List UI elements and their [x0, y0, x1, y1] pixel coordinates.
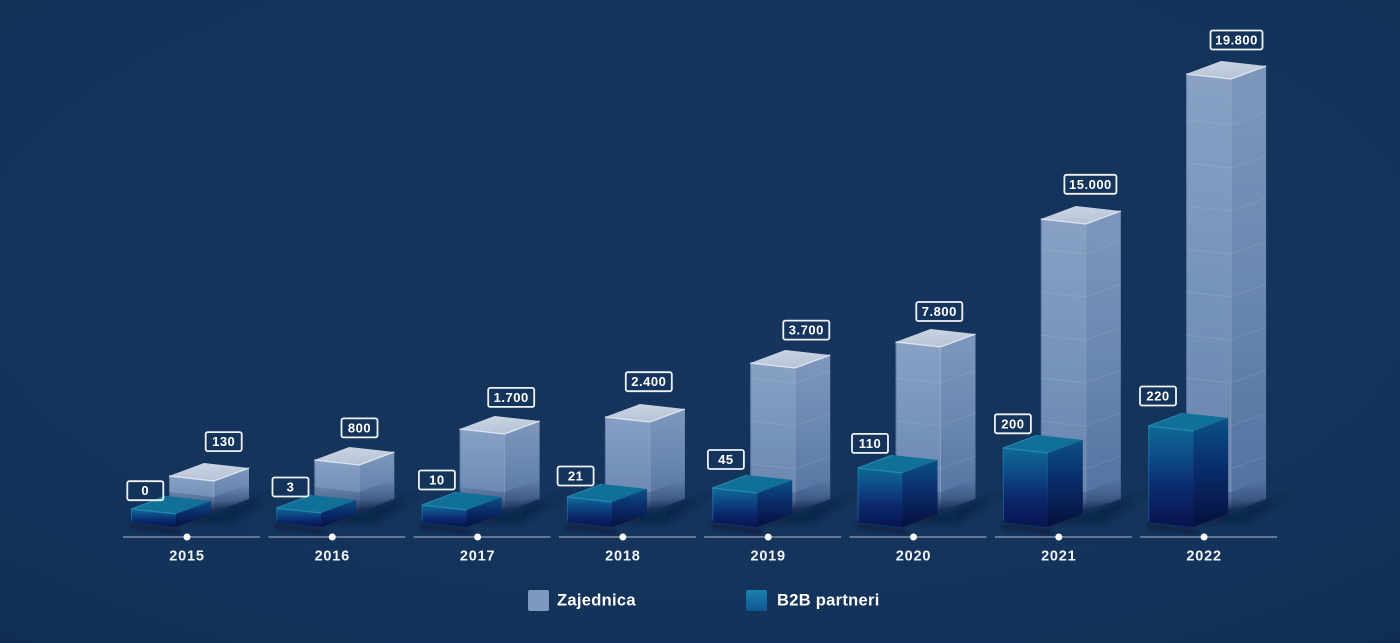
svg-text:2.400: 2.400: [631, 374, 666, 389]
svg-text:1.700: 1.700: [494, 390, 529, 405]
svg-text:2015: 2015: [169, 549, 204, 565]
svg-text:3.700: 3.700: [789, 323, 824, 338]
svg-text:19.800: 19.800: [1215, 33, 1258, 48]
svg-text:10: 10: [429, 473, 444, 488]
svg-text:2022: 2022: [1186, 549, 1221, 565]
svg-text:B2B partneri: B2B partneri: [777, 592, 880, 610]
svg-text:110: 110: [859, 436, 881, 451]
svg-text:15.000: 15.000: [1069, 177, 1112, 192]
svg-text:2016: 2016: [315, 549, 350, 565]
svg-text:2021: 2021: [1041, 549, 1076, 565]
svg-text:21: 21: [568, 469, 583, 484]
svg-text:2020: 2020: [896, 549, 931, 565]
svg-text:220: 220: [1146, 389, 1169, 404]
svg-text:130: 130: [212, 434, 235, 449]
svg-text:2017: 2017: [460, 549, 495, 565]
svg-text:800: 800: [348, 420, 371, 435]
svg-text:2019: 2019: [750, 549, 785, 565]
svg-text:2018: 2018: [605, 549, 640, 565]
svg-text:45: 45: [718, 452, 733, 467]
svg-text:0: 0: [141, 483, 149, 498]
svg-text:7.800: 7.800: [922, 304, 957, 319]
svg-text:Zajednica: Zajednica: [557, 592, 636, 610]
svg-text:200: 200: [1001, 416, 1024, 431]
svg-text:3: 3: [287, 480, 295, 495]
